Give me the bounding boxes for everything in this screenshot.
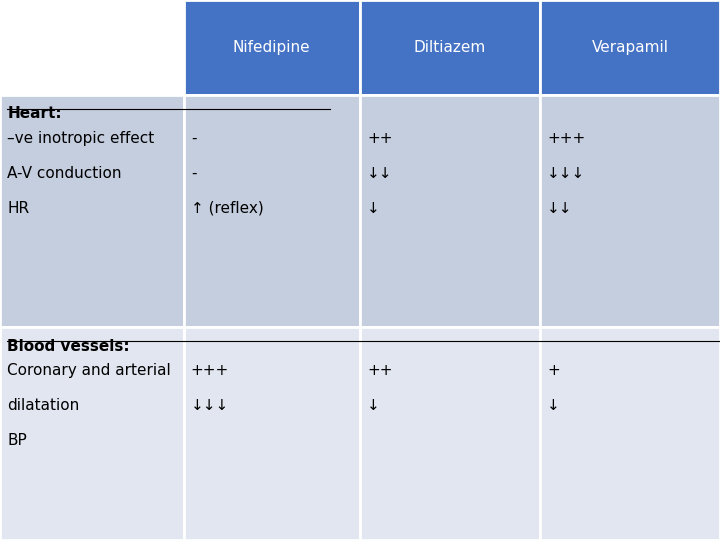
Text: –ve inotropic effect: –ve inotropic effect (7, 131, 155, 146)
Bar (540, 94, 720, 327)
Bar (184, 94, 360, 327)
Text: ↓: ↓ (547, 398, 560, 413)
Text: ↓↓↓: ↓↓↓ (547, 166, 585, 181)
Text: Blood vessels:: Blood vessels: (7, 339, 130, 354)
Text: dilatation: dilatation (7, 398, 79, 413)
Text: ↓↓: ↓↓ (367, 166, 392, 181)
Text: A-V conduction: A-V conduction (7, 166, 122, 181)
Text: +: + (547, 363, 560, 378)
Text: ↑ (reflex): ↑ (reflex) (191, 201, 264, 216)
Text: Diltiazem: Diltiazem (414, 40, 486, 55)
Text: Nifedipine: Nifedipine (233, 40, 310, 55)
Bar (184, 0, 360, 94)
Text: HR: HR (7, 201, 30, 216)
Text: ↓↓: ↓↓ (547, 201, 572, 216)
Bar (0, 327, 184, 540)
Bar (360, 94, 540, 327)
Bar (540, 0, 720, 94)
Text: Coronary and arterial: Coronary and arterial (7, 363, 171, 378)
Text: +++: +++ (191, 363, 229, 378)
Text: ↓: ↓ (367, 201, 380, 216)
Bar (360, 327, 540, 540)
Bar (540, 327, 720, 540)
Text: BP: BP (7, 433, 27, 448)
Bar (0, 94, 184, 327)
Text: -: - (191, 166, 197, 181)
Text: -: - (191, 131, 197, 146)
Bar (360, 0, 540, 94)
Text: ↓: ↓ (367, 398, 380, 413)
Bar (184, 327, 360, 540)
Text: +++: +++ (547, 131, 585, 146)
Text: Verapamil: Verapamil (592, 40, 668, 55)
Text: ++: ++ (367, 363, 392, 378)
Text: Heart:: Heart: (7, 106, 62, 122)
Text: ++: ++ (367, 131, 392, 146)
Text: ↓↓↓: ↓↓↓ (191, 398, 229, 413)
Bar (0, 0, 184, 94)
